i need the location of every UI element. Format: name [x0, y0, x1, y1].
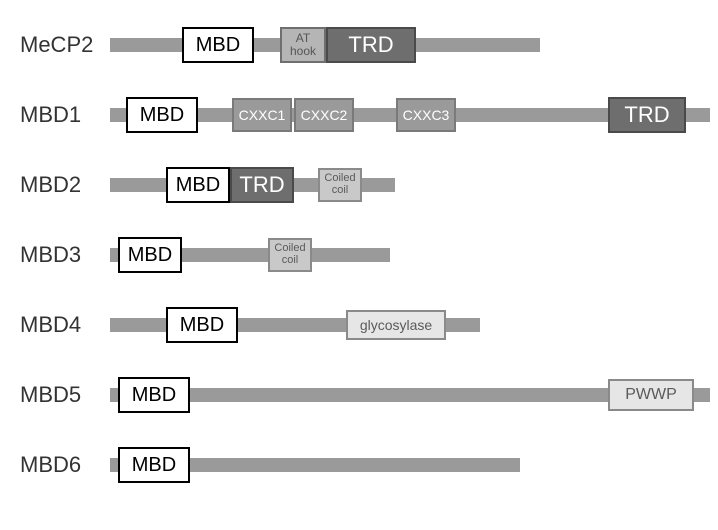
domain-box: Coiled coil: [318, 168, 362, 202]
domain-box: MBD: [166, 167, 230, 203]
protein-track: MBD Coiled coil: [110, 230, 718, 280]
protein-label: MBD2: [20, 172, 110, 198]
protein-row: MBD3 MBD Coiled coil: [20, 230, 718, 280]
protein-label: MBD5: [20, 382, 110, 408]
protein-row: MBD6 MBD: [20, 440, 718, 490]
protein-label: MBD4: [20, 312, 110, 338]
domain-box: MBD: [118, 377, 190, 413]
domain-box: MBD: [126, 97, 198, 133]
protein-track: MBDTRD Coiled coil: [110, 160, 718, 210]
protein-domain-figure: MeCP2MBDAT hookTRDMBD1MBDCXXC1CXXC2CXXC3…: [20, 20, 718, 490]
domain-box: CXXC1: [232, 98, 292, 132]
protein-track: MBD AT hookTRD: [110, 20, 718, 70]
protein-label: MeCP2: [20, 32, 110, 58]
domain-box: CXXC3: [396, 98, 456, 132]
domain-box: MBD: [182, 27, 254, 63]
protein-row: MBD1 MBD CXXC1CXXC2 CXXC3 TRD: [20, 90, 718, 140]
domain-box: MBD: [118, 237, 182, 273]
protein-row: MBD4 MBD glycosylase: [20, 300, 718, 350]
protein-label: MBD3: [20, 242, 110, 268]
protein-track: MBD PWWP: [110, 370, 718, 420]
protein-track: MBD glycosylase: [110, 300, 718, 350]
domain-box: glycosylase: [346, 310, 446, 340]
protein-label: MBD6: [20, 452, 110, 478]
protein-row: MBD5 MBD PWWP: [20, 370, 718, 420]
domain-box: MBD: [166, 307, 238, 343]
protein-row: MeCP2 MBD AT hookTRD: [20, 20, 718, 70]
protein-track: MBD: [110, 440, 718, 490]
protein-track: MBD CXXC1CXXC2 CXXC3 TRD: [110, 90, 718, 140]
protein-label: MBD1: [20, 102, 110, 128]
domain-box: TRD: [326, 27, 416, 63]
domain-box: MBD: [118, 447, 190, 483]
protein-row: MBD2 MBDTRD Coiled coil: [20, 160, 718, 210]
domain-box: AT hook: [280, 27, 326, 63]
domain-box: Coiled coil: [268, 238, 312, 272]
domain-box: TRD: [608, 97, 686, 133]
domain-box: CXXC2: [294, 98, 354, 132]
domain-box: PWWP: [608, 379, 694, 411]
domain-box: TRD: [230, 167, 294, 203]
